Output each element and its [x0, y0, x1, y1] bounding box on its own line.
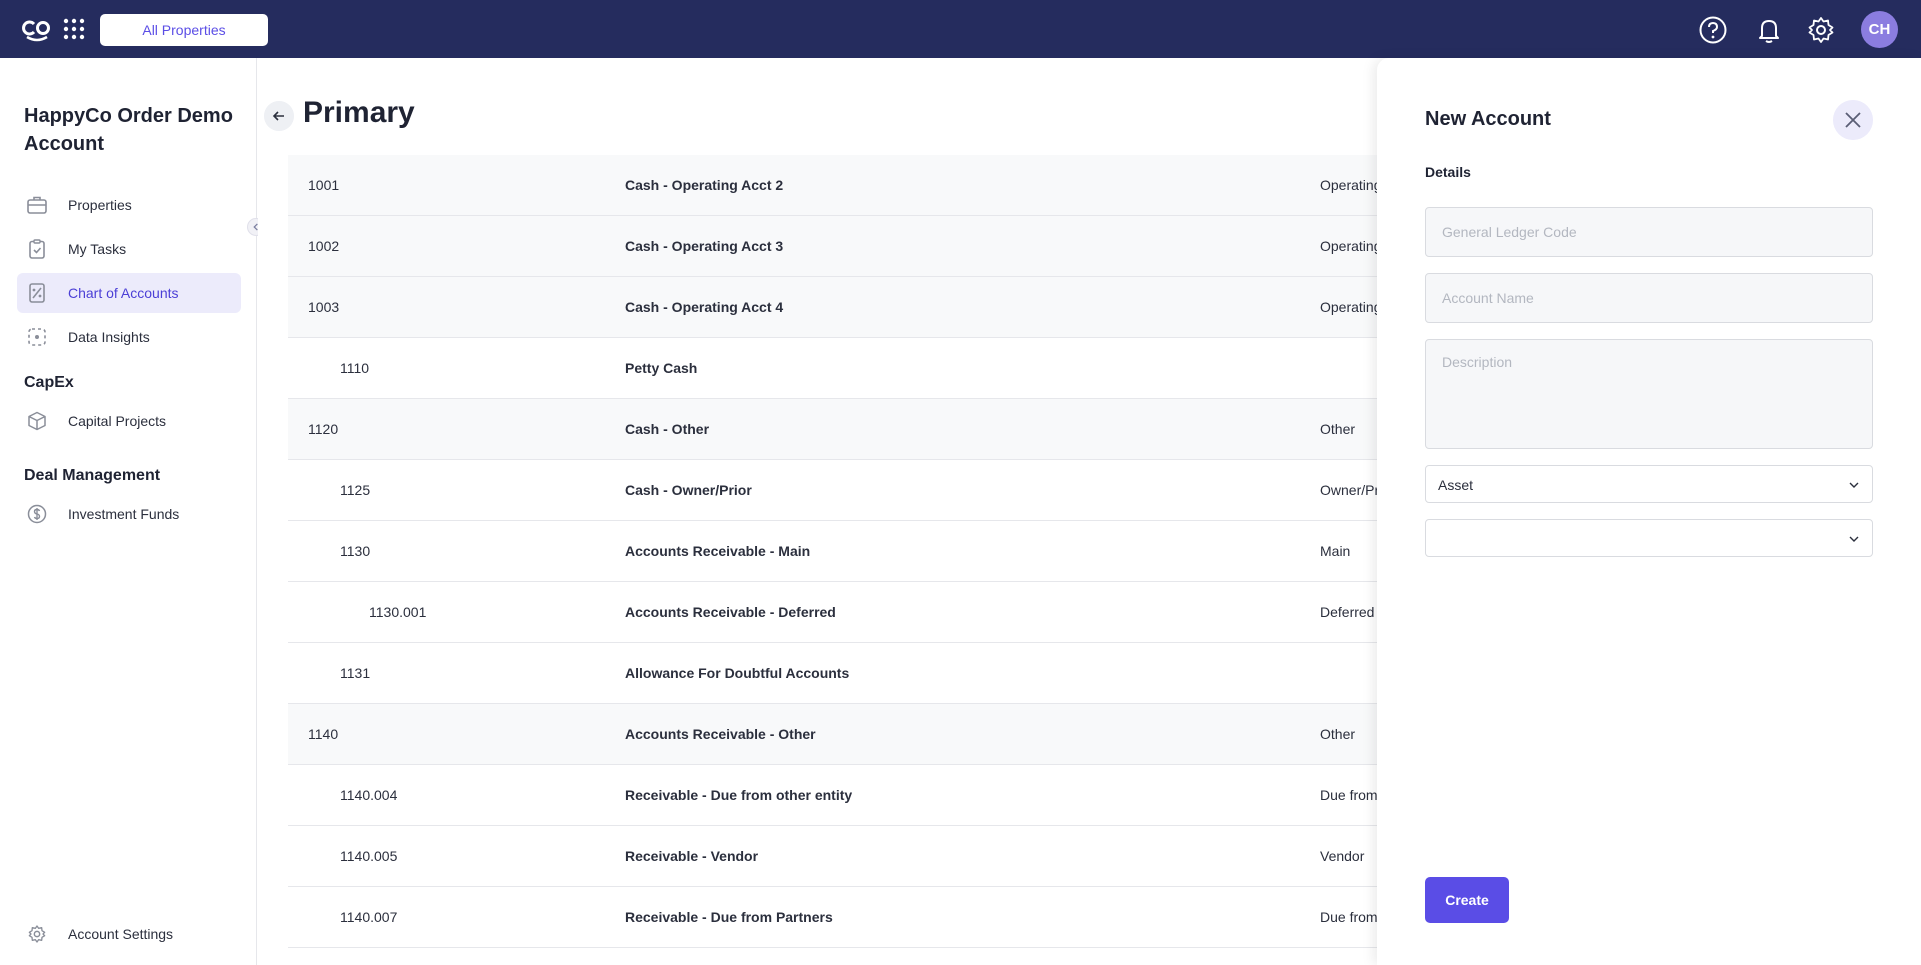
- org-title: HappyCo Order Demo Account: [24, 105, 233, 155]
- account-code: 1110: [340, 360, 370, 376]
- table-row[interactable]: 1140 Accounts Receivable - Other Other: [288, 704, 1378, 765]
- account-code: 1001: [308, 177, 340, 193]
- account-name: Allowance For Doubtful Accounts: [625, 665, 850, 681]
- drawer-title: New Account: [1425, 108, 1551, 130]
- table-row[interactable]: 1140.005 Receivable - Vendor Vendor: [288, 826, 1378, 887]
- account-type: Main: [1320, 543, 1351, 559]
- sidebar-item-chart-of-accounts[interactable]: Chart of Accounts: [17, 273, 241, 313]
- property-selector-button[interactable]: All Properties: [100, 14, 268, 46]
- chevron-down-icon: [1849, 536, 1859, 542]
- sidebar-item-label: Chart of Accounts: [68, 285, 179, 301]
- clipboard-icon: [26, 238, 48, 260]
- account-name: Accounts Receivable - Main: [625, 543, 811, 559]
- account-subtype-select[interactable]: [1425, 519, 1873, 557]
- co-logo-icon[interactable]: [22, 16, 52, 42]
- briefcase-icon: [26, 194, 48, 216]
- insights-icon: [26, 326, 48, 348]
- bell-icon[interactable]: [1754, 15, 1784, 45]
- section-heading-capex: CapEx: [24, 374, 74, 391]
- sidebar-item-label: Properties: [68, 197, 132, 213]
- account-code: 1140.004: [340, 787, 398, 803]
- gear-icon: [26, 923, 48, 945]
- account-type: Other: [1320, 726, 1356, 742]
- account-name: Receivable - Due from other entity: [625, 787, 853, 803]
- sidebar-item-label: Capital Projects: [68, 413, 167, 429]
- account-code: 1003: [308, 299, 340, 315]
- account-name: Receivable - Vendor: [625, 848, 759, 864]
- account-code: 1130.001: [369, 604, 427, 620]
- table-row[interactable]: 1130 Accounts Receivable - Main Main: [288, 521, 1378, 582]
- account-name: Accounts Receivable - Deferred: [625, 604, 836, 620]
- table-row[interactable]: 1140.007 Receivable - Due from Partners Du…: [288, 887, 1408, 948]
- general-ledger-code-field[interactable]: [1425, 207, 1873, 257]
- table-row[interactable]: 1131 Allowance For Doubtful Accounts: [288, 643, 1378, 704]
- sidebar-item-account-settings[interactable]: Account Settings: [17, 914, 241, 954]
- account-name: Cash - Operating Acct 4: [625, 299, 784, 315]
- sidebar-item-capital-projects[interactable]: Capital Projects: [17, 401, 241, 441]
- account-code: 1140.005: [340, 848, 398, 864]
- sidebar-item-label: Investment Funds: [68, 506, 180, 522]
- top-bar: All Properties CH: [0, 0, 1921, 58]
- back-arrow-icon[interactable]: [264, 101, 294, 131]
- account-code: 1131: [340, 665, 371, 681]
- account-code: 1125: [340, 482, 371, 498]
- description-field[interactable]: [1425, 339, 1873, 449]
- account-type: Deferred: [1320, 604, 1375, 620]
- sidebar-item-my-tasks[interactable]: My Tasks: [17, 229, 241, 269]
- account-code: 1140.007: [340, 909, 398, 925]
- sidebar: HappyCo Order Demo Account Properties My…: [0, 58, 257, 965]
- new-account-drawer: New Account Details Asset Create: [1377, 58, 1921, 965]
- table-row[interactable]: 1140.004 Receivable - Due from other enti…: [288, 765, 1408, 826]
- account-code: 1140: [308, 726, 339, 742]
- table-row[interactable]: 1120 Cash - Other Other: [288, 399, 1378, 460]
- user-avatar[interactable]: CH: [1861, 11, 1898, 48]
- page-title: Primary: [303, 96, 415, 129]
- ledger-icon: [26, 282, 48, 304]
- account-name: Cash - Operating Acct 2: [625, 177, 784, 193]
- sidebar-item-label: Data Insights: [68, 329, 150, 345]
- account-name: Receivable - Due from Partners: [625, 909, 833, 925]
- account-code: 1130: [340, 543, 371, 559]
- grid-icon[interactable]: [63, 18, 85, 40]
- section-heading-deal-management: Deal Management: [24, 467, 161, 484]
- dollar-icon: [26, 503, 48, 525]
- account-type: Owner/Prior: [1320, 482, 1395, 498]
- chevron-down-icon: [1849, 482, 1859, 488]
- help-icon[interactable]: [1698, 15, 1728, 45]
- account-name: Petty Cash: [625, 360, 698, 376]
- table-row[interactable]: 1130.001 Accounts Receivable - Deferred De…: [288, 582, 1378, 643]
- sidebar-item-properties[interactable]: Properties: [17, 185, 241, 225]
- details-heading: Details: [1425, 164, 1471, 180]
- account-name: Cash - Other: [625, 421, 710, 437]
- sidebar-item-label: Account Settings: [68, 926, 174, 942]
- account-name: Cash - Owner/Prior: [625, 482, 752, 498]
- account-type-value: Asset: [1438, 477, 1474, 493]
- account-code: 1002: [308, 238, 340, 254]
- sidebar-item-investment-funds[interactable]: Investment Funds: [17, 494, 241, 534]
- sidebar-item-label: My Tasks: [68, 241, 127, 257]
- account-name: Cash - Operating Acct 3: [625, 238, 784, 254]
- account-type: Other: [1320, 421, 1356, 437]
- table-row[interactable]: 1125 Cash - Owner/Prior Owner/Prior: [288, 460, 1395, 521]
- create-button[interactable]: Create: [1425, 877, 1509, 923]
- gear-icon[interactable]: [1806, 15, 1836, 45]
- table-row[interactable]: 1110 Petty Cash: [288, 338, 1378, 399]
- cube-icon: [26, 410, 48, 432]
- account-type-select[interactable]: Asset: [1425, 465, 1873, 503]
- account-name-field[interactable]: [1425, 273, 1873, 323]
- main-content: Primary 1001 Cash - Operating Acct 2 Opera…: [258, 58, 1408, 965]
- close-icon[interactable]: [1833, 100, 1873, 140]
- account-type: Vendor: [1320, 848, 1365, 864]
- sidebar-item-data-insights[interactable]: Data Insights: [17, 317, 241, 357]
- account-code: 1120: [308, 421, 339, 437]
- account-name: Accounts Receivable - Other: [625, 726, 816, 742]
